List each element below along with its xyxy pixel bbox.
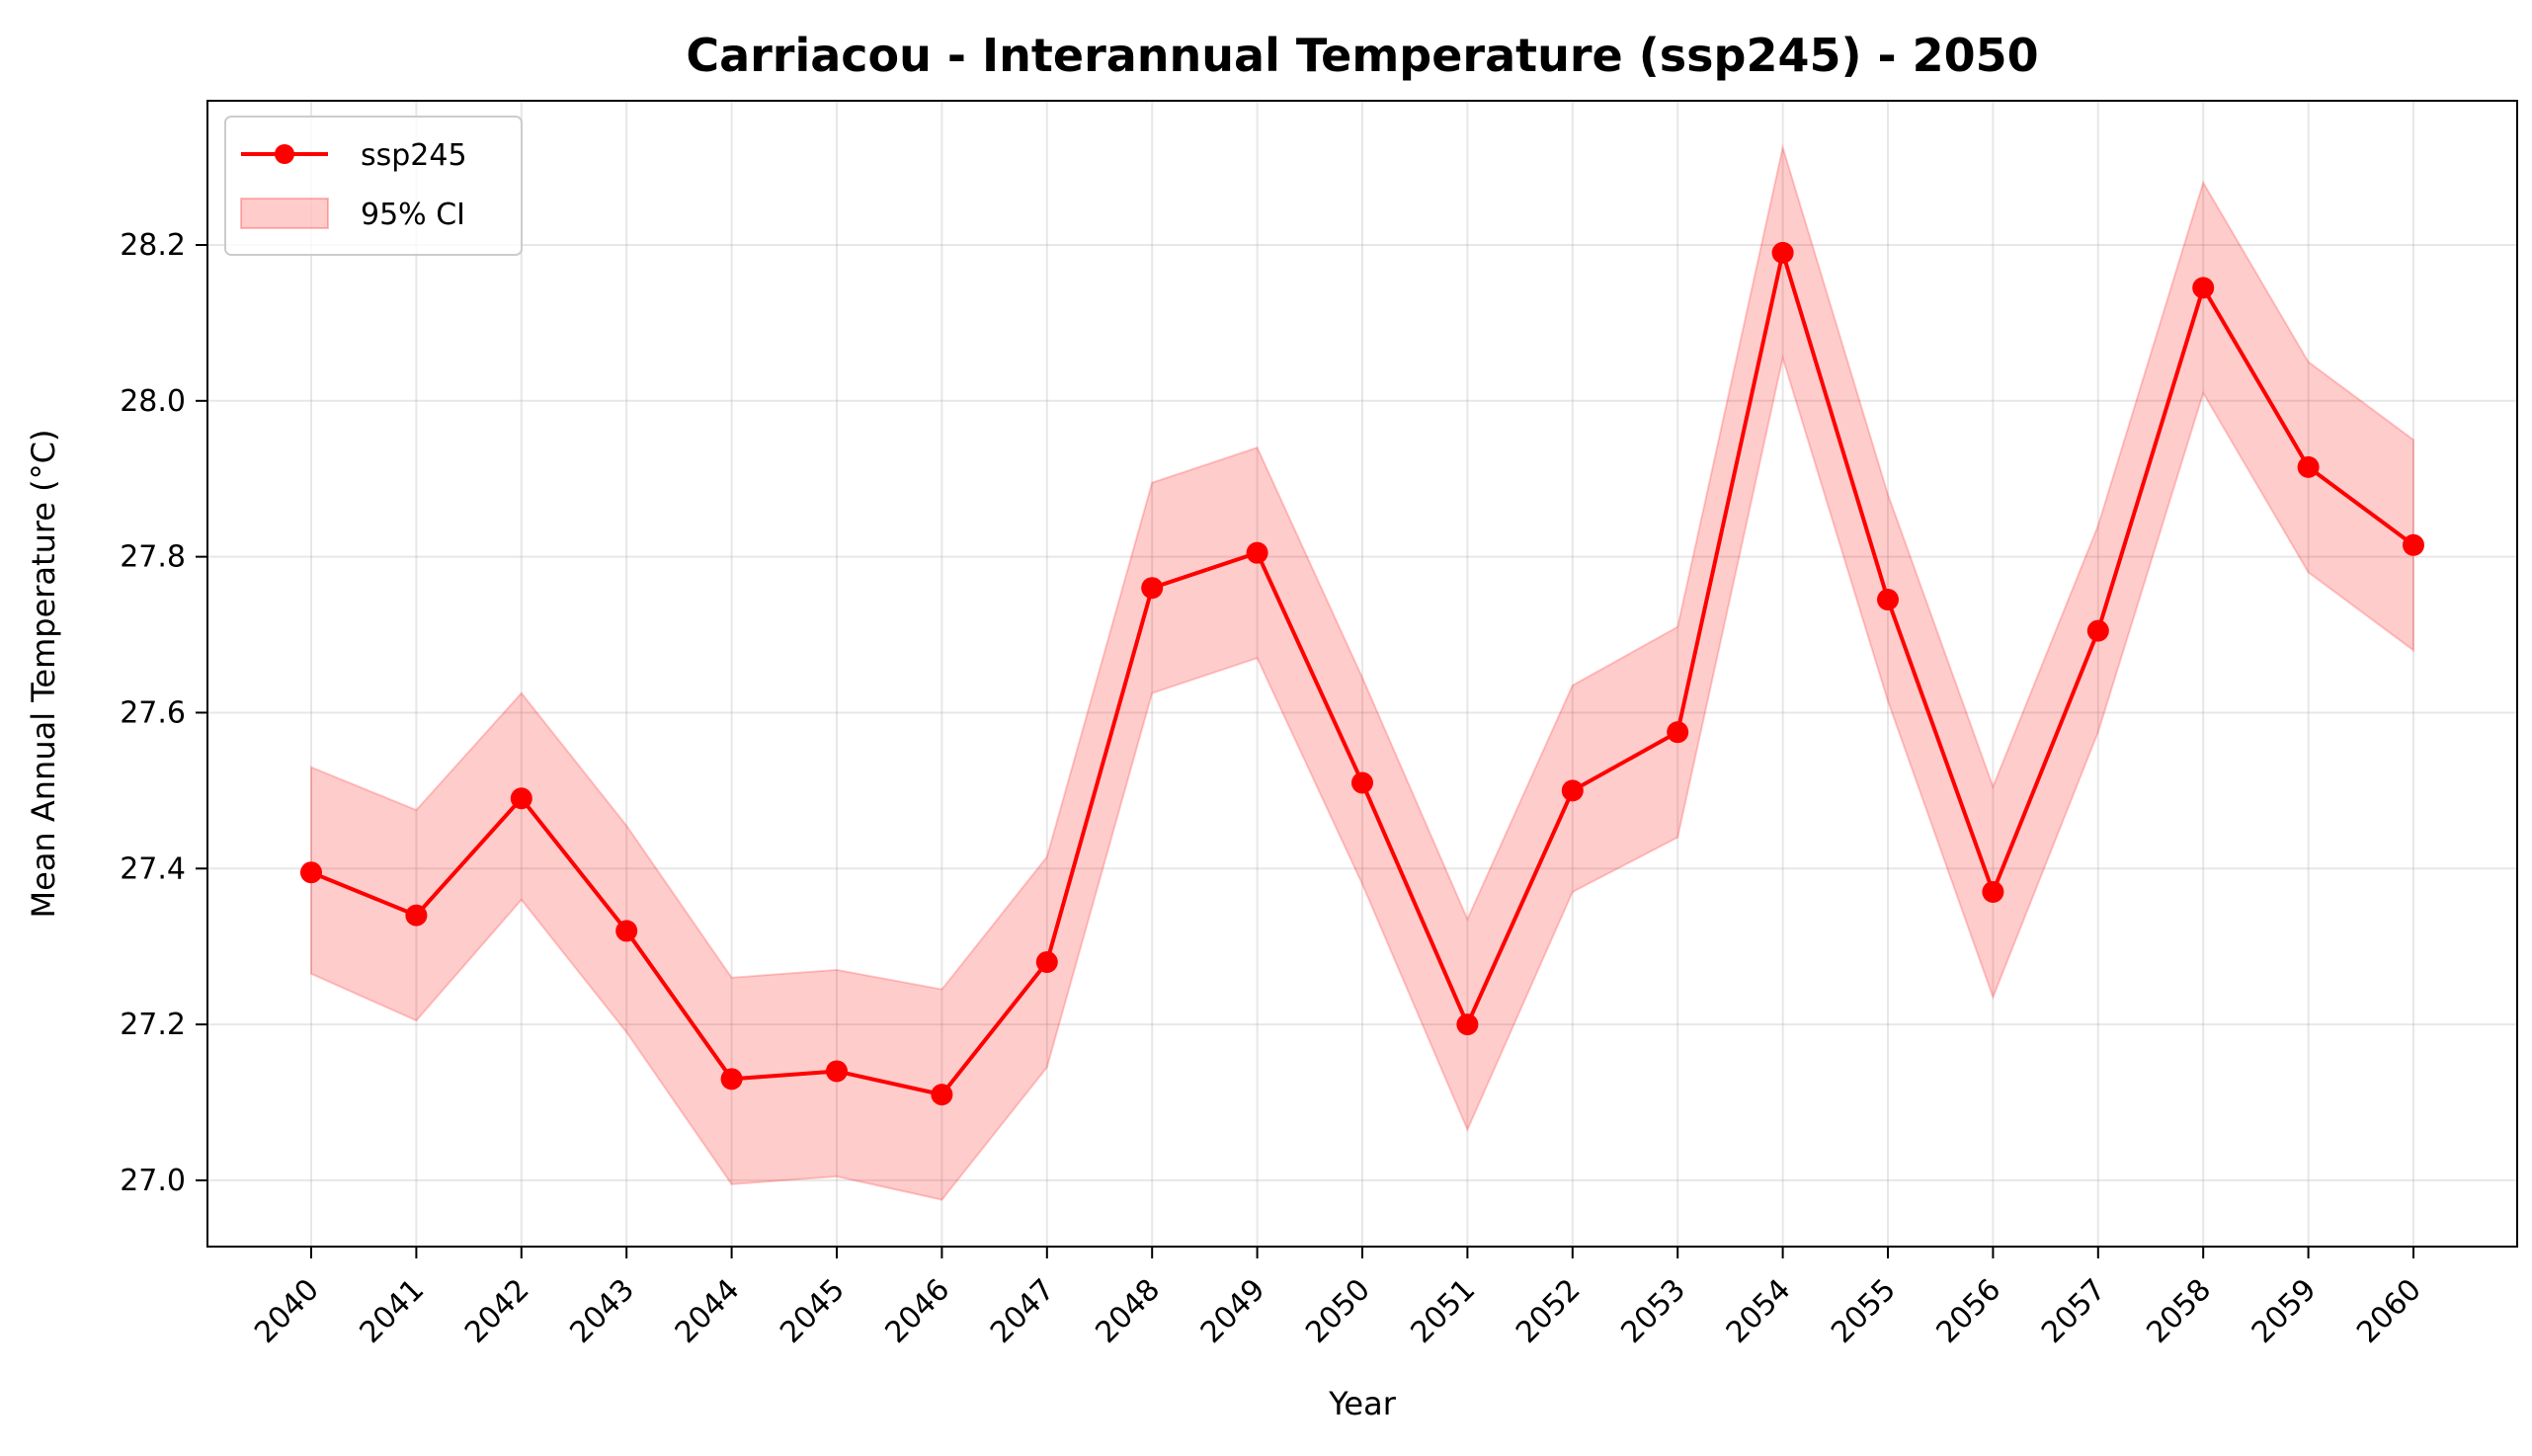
data-point [2297, 455, 2320, 478]
y-tick-label: 28.0 [120, 384, 186, 419]
x-axis-label: Year [1328, 1385, 1397, 1422]
data-point [720, 1068, 743, 1091]
confidence-band [310, 143, 2414, 1201]
data-point [1035, 950, 1058, 973]
data-point [2403, 533, 2424, 556]
series-points [300, 241, 2424, 1106]
legend-series-label: ssp245 [361, 138, 467, 173]
ci-band-area [310, 143, 2414, 1201]
data-point [2086, 619, 2109, 642]
data-point [1141, 577, 1164, 600]
data-point [826, 1060, 848, 1083]
y-tick-label: 27.0 [120, 1164, 186, 1198]
data-point [1456, 1013, 1479, 1036]
y-tick-label: 27.2 [120, 1008, 186, 1042]
data-point [2192, 277, 2215, 299]
legend-ci-swatch [240, 198, 329, 229]
y-tick-label: 27.6 [120, 695, 186, 730]
data-point [510, 787, 532, 810]
chart-title: Carriacou - Interannual Temperature (ssp… [686, 29, 2038, 82]
data-point [931, 1084, 953, 1106]
data-point [1561, 779, 1584, 802]
legend: ssp245 95% CI [224, 116, 523, 256]
data-point [1351, 771, 1373, 794]
y-tick-label: 27.8 [120, 540, 186, 575]
data-point [1877, 589, 1899, 611]
data-point [300, 861, 322, 884]
data-point [1246, 541, 1268, 564]
grid-lines [207, 101, 2517, 1247]
data-point [1667, 721, 1689, 744]
legend-box [224, 116, 523, 256]
data-point [1982, 880, 2004, 903]
data-point [1771, 241, 1794, 264]
data-point [615, 920, 638, 942]
legend-ci-label: 95% CI [361, 198, 465, 232]
y-tick-label: 28.2 [120, 228, 186, 263]
data-point [405, 904, 428, 927]
legend-marker-swatch [275, 144, 294, 164]
y-axis-label: Mean Annual Temperature (°C) [25, 430, 62, 919]
y-tick-label: 27.4 [120, 851, 186, 886]
